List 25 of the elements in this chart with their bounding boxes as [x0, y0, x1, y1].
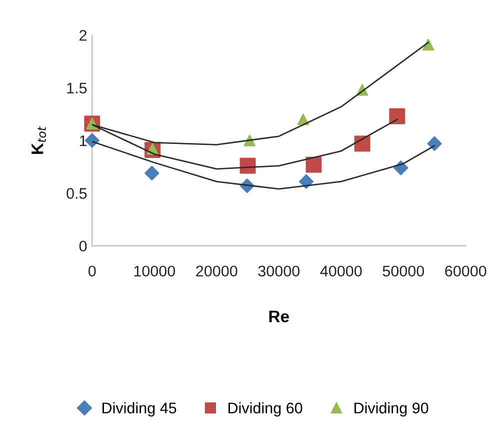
x-tick-label: 20000	[196, 266, 238, 277]
legend-label: Dividing 45	[102, 402, 176, 416]
legend-label: Dividing 60	[228, 402, 302, 416]
x-tick-label: 10000	[134, 266, 176, 277]
x-tick-label: 50000	[382, 266, 424, 277]
y-axis-title: K$_{tot}$	[32, 126, 46, 154]
point	[422, 38, 434, 50]
x-tick-label: 60000	[445, 266, 486, 277]
x-tick-label: 30000	[258, 266, 300, 277]
point	[389, 108, 406, 124]
point	[298, 174, 314, 189]
y-tick-label: 0	[79, 240, 87, 252]
y-tick-label: 0.5	[66, 188, 87, 199]
x-tick-label: 40000	[320, 266, 362, 277]
y-tick-label: 2	[80, 30, 87, 41]
x-axis-title: Re	[269, 310, 289, 322]
point	[306, 156, 322, 173]
y-tick-label: 1.5	[67, 82, 87, 94]
legend-label: Dividing 90	[354, 402, 428, 416]
point	[84, 133, 100, 148]
y-tick-label: 1	[80, 136, 87, 146]
point	[354, 136, 370, 152]
x-tick-label: 0	[88, 266, 96, 277]
point	[144, 166, 160, 180]
point	[427, 136, 442, 151]
